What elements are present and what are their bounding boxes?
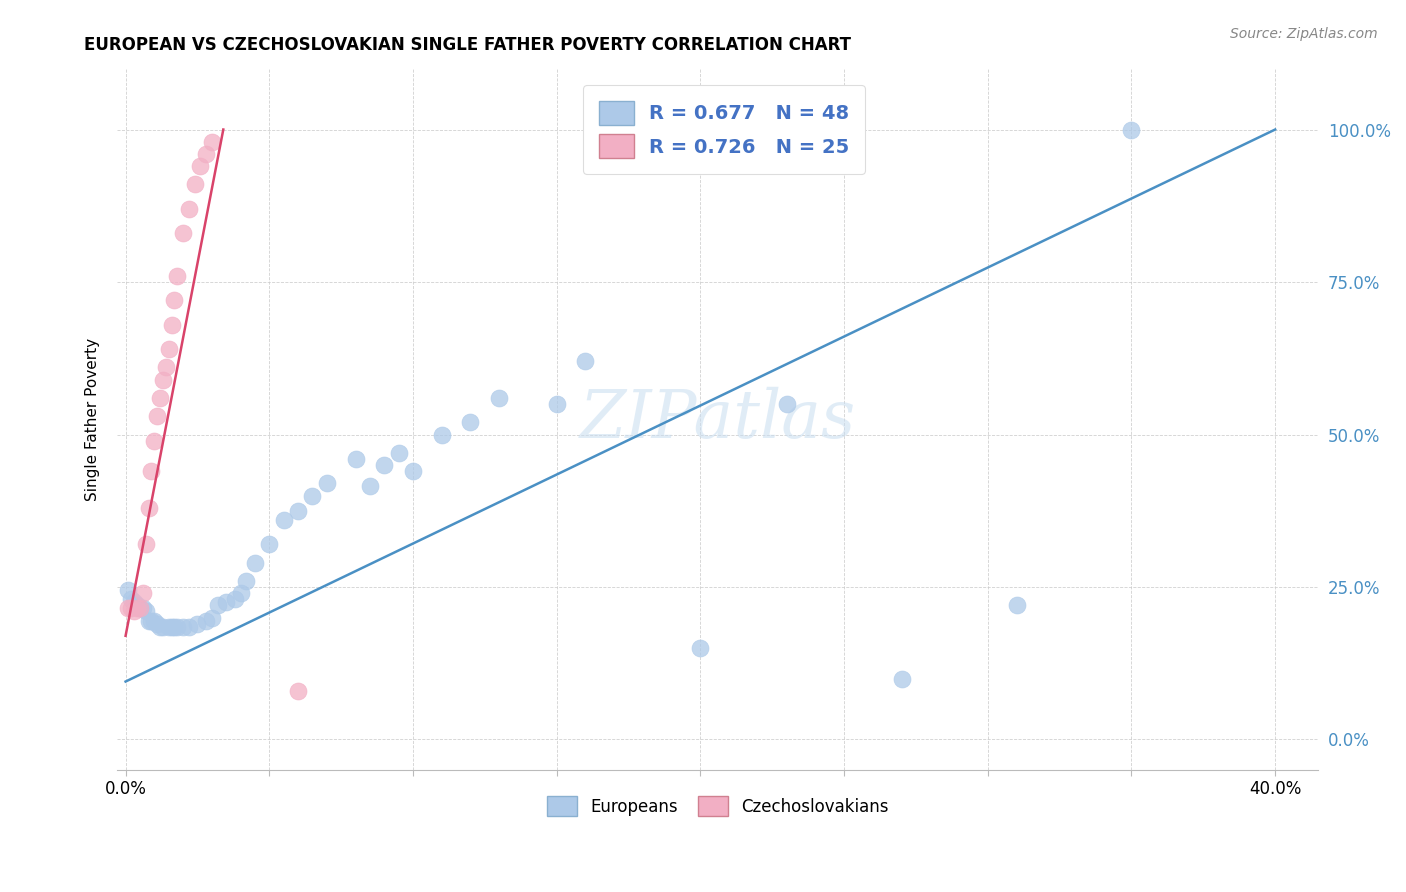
Point: [689, 640, 711, 655]
Point: [117, 601, 139, 615]
Point: [143, 434, 166, 448]
Point: [135, 537, 157, 551]
Point: [890, 672, 912, 686]
Point: [235, 574, 257, 588]
Point: [157, 620, 180, 634]
Point: [1121, 122, 1143, 136]
Point: [574, 354, 596, 368]
Point: [546, 397, 568, 411]
Point: [149, 620, 172, 634]
Text: Source: ZipAtlas.com: Source: ZipAtlas.com: [1230, 27, 1378, 41]
Point: [1005, 599, 1028, 613]
Point: [132, 601, 155, 615]
Point: [152, 620, 174, 634]
Point: [141, 614, 163, 628]
Point: [287, 504, 309, 518]
Point: [259, 537, 281, 551]
Point: [138, 614, 160, 628]
Point: [166, 620, 188, 634]
Point: [135, 604, 157, 618]
Point: [122, 604, 145, 618]
Point: [201, 610, 224, 624]
Point: [402, 464, 425, 478]
Point: [160, 620, 183, 634]
Point: [172, 620, 194, 634]
Legend: Europeans, Czechoslovakians: Europeans, Czechoslovakians: [538, 788, 897, 825]
Point: [388, 446, 411, 460]
Point: [224, 592, 246, 607]
Point: [166, 268, 188, 283]
Point: [122, 595, 145, 609]
Point: [315, 476, 337, 491]
Point: [117, 582, 139, 597]
Text: EUROPEAN VS CZECHOSLOVAKIAN SINGLE FATHER POVERTY CORRELATION CHART: EUROPEAN VS CZECHOSLOVAKIAN SINGLE FATHE…: [84, 36, 852, 54]
Point: [273, 513, 295, 527]
Y-axis label: Single Father Poverty: Single Father Poverty: [86, 338, 100, 500]
Point: [125, 601, 148, 615]
Point: [160, 318, 183, 332]
Point: [132, 586, 155, 600]
Point: [460, 415, 482, 429]
Point: [201, 135, 224, 149]
Point: [430, 427, 453, 442]
Point: [155, 360, 177, 375]
Point: [488, 391, 510, 405]
Point: [120, 592, 142, 607]
Point: [243, 556, 266, 570]
Text: ZIPatlas: ZIPatlas: [579, 386, 856, 452]
Point: [138, 500, 160, 515]
Point: [163, 620, 186, 634]
Point: [215, 595, 238, 609]
Point: [141, 464, 163, 478]
Point: [157, 342, 180, 356]
Point: [125, 599, 148, 613]
Point: [152, 373, 174, 387]
Point: [186, 616, 208, 631]
Point: [301, 489, 323, 503]
Point: [207, 599, 229, 613]
Point: [149, 391, 172, 405]
Point: [195, 614, 218, 628]
Point: [177, 620, 200, 634]
Point: [120, 601, 142, 615]
Point: [129, 601, 152, 615]
Point: [163, 293, 186, 308]
Point: [146, 616, 169, 631]
Point: [188, 159, 211, 173]
Point: [344, 451, 367, 466]
Point: [183, 178, 205, 192]
Point: [229, 586, 252, 600]
Point: [287, 683, 309, 698]
Point: [143, 614, 166, 628]
Point: [373, 458, 395, 472]
Point: [172, 226, 194, 240]
Point: [195, 147, 218, 161]
Point: [129, 601, 152, 615]
Point: [146, 409, 169, 424]
Point: [359, 479, 381, 493]
Point: [775, 397, 797, 411]
Point: [177, 202, 200, 216]
